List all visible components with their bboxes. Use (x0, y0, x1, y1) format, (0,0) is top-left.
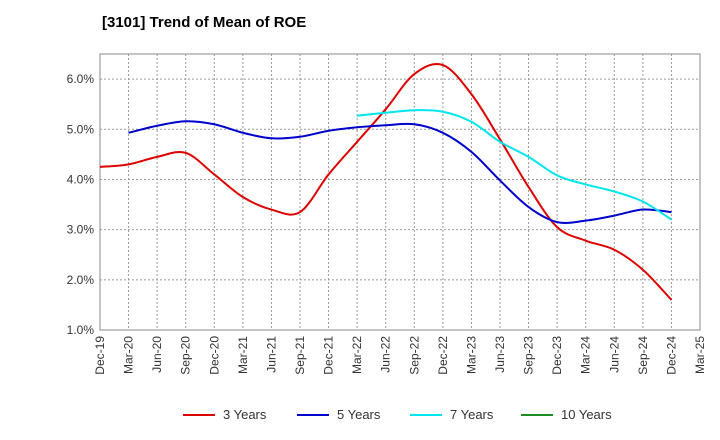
x-tick-label: Sep-20 (179, 336, 193, 375)
y-axis-ticks: 1.0% 2.0% 3.0% 4.0% 5.0% 6.0% (67, 72, 95, 337)
x-tick-label: Sep-23 (522, 336, 536, 375)
legend: 3 Years 5 Years 7 Years 10 Years (183, 407, 612, 422)
x-tick-label: Jun-22 (379, 336, 393, 373)
x-tick-label: Mar-23 (464, 336, 478, 374)
plot-frame (99, 53, 701, 331)
series-lines (99, 63, 673, 301)
legend-label-10-years: 10 Years (561, 407, 612, 422)
x-tick-label: Mar-25 (693, 336, 707, 374)
x-tick-label: Mar-24 (579, 336, 593, 374)
x-tick-label: Jun-20 (150, 336, 164, 373)
x-tick-label: Dec-20 (207, 336, 221, 375)
y-tick-label: 1.0% (67, 323, 95, 337)
y-tick-label: 2.0% (67, 273, 95, 287)
x-tick-label: Dec-21 (322, 336, 336, 375)
series-line-3-years (99, 63, 673, 301)
x-tick-label: Sep-21 (293, 336, 307, 375)
x-tick-label: Dec-19 (93, 336, 107, 375)
y-tick-label: 4.0% (67, 172, 95, 186)
grid-lines (100, 54, 700, 330)
x-tick-label: Sep-24 (636, 336, 650, 375)
x-tick-label: Mar-22 (350, 336, 364, 374)
x-tick-label: Mar-21 (236, 336, 250, 374)
x-tick-label: Dec-23 (550, 336, 564, 375)
chart-title: [3101] Trend of Mean of ROE (102, 14, 307, 31)
x-tick-label: Sep-22 (407, 336, 421, 375)
y-tick-label: 6.0% (67, 72, 95, 86)
legend-label-7-years: 7 Years (450, 407, 494, 422)
y-tick-label: 5.0% (67, 122, 95, 136)
legend-label-3-years: 3 Years (223, 407, 267, 422)
x-axis-ticks: Dec-19 Mar-20 Jun-20 Sep-20 Dec-20 Mar-21 Jun-… (93, 336, 707, 375)
plot-area (99, 53, 701, 331)
x-tick-label: Jun-23 (493, 336, 507, 373)
y-tick-label: 3.0% (67, 223, 95, 237)
series-line-7-years (357, 109, 672, 221)
x-tick-label: Jun-24 (607, 336, 621, 373)
x-tick-label: Mar-20 (122, 336, 136, 374)
x-tick-label: Dec-24 (664, 336, 678, 375)
x-tick-label: Dec-22 (436, 336, 450, 375)
legend-label-5-years: 5 Years (337, 407, 381, 422)
series-line-5-years (128, 120, 672, 224)
x-tick-label: Jun-21 (264, 336, 278, 373)
